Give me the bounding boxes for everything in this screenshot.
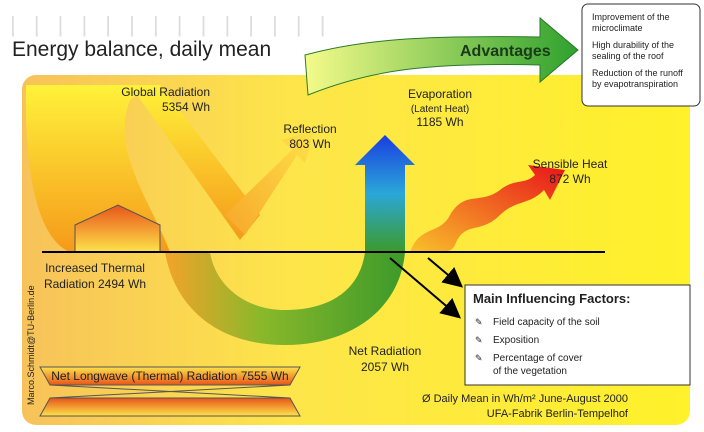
advantage-item: sealing of the roof [592,51,664,61]
longwave-cross [49,384,291,399]
credit: Marco.Schmidt@TU-Berlin.de [26,285,36,405]
global-radiation-label: Global Radiation [121,85,210,99]
bullet: ✎ [475,335,483,345]
faded-header: | | | | | | | | | | | | | | [10,12,331,37]
advantage-item: Improvement of the [592,12,670,22]
net-radiation-label: Net Radiation [349,344,422,358]
net-radiation-label: 2057 Wh [361,360,409,374]
advantage-item: High durability of the [592,40,674,50]
advantage-item: by evapotranspiration [592,79,678,89]
net-radiation-band [165,252,405,345]
evaporation-label: Evaporation [408,87,472,101]
advantage-item: Reduction of the runoff [592,68,683,78]
title: Energy balance, daily mean [12,38,271,61]
pointer-arrow [389,257,462,319]
global-radiation-band [25,85,170,252]
advantages-box [581,3,701,107]
evaporation-arrow [355,135,415,252]
factors-box [464,284,691,386]
footer-label: UFA-Fabrik Berlin-Tempelhof [487,408,629,420]
evaporation-label: 1185 Wh [416,115,463,129]
thermal-radiation-label: Increased Thermal [45,261,145,275]
advantage-item: microclimate [592,23,643,33]
reflection-label: Reflection [283,122,336,136]
advantages-label: Advantages [460,43,551,60]
longwave-shape [39,397,301,417]
global-radiation-band [130,85,260,240]
reflection-label: 803 Wh [289,137,330,151]
factor-item: Field capacity of the soil [493,317,600,328]
factors-title: Main Influencing Factors: [473,291,630,306]
reflection-arrow [225,130,315,235]
bullet: ✎ [475,353,483,363]
evaporation-label: (Latent Heat) [411,104,469,115]
sensible-heat-label: 872 Wh [549,172,590,186]
pointer-arrow [427,257,464,288]
factor-item: Exposition [493,335,539,346]
sensible-heat-label: Sensible Heat [533,157,608,171]
footer-label: Ø Daily Mean in Wh/m² June-August 2000 [422,393,628,405]
factor-item: Percentage of cover [493,353,583,364]
advantages-arrow [304,16,579,96]
sensible-heat-arrow [410,165,565,252]
longwave-label: Net Longwave (Thermal) Radiation 7555 Wh [51,369,288,383]
global-radiation-label: 5354 Wh [162,100,210,114]
bullet: ✎ [475,317,483,327]
factor-item: of the vegetation [493,366,567,377]
thermal-radiation-label: Radiation 2494 Wh [44,277,146,291]
